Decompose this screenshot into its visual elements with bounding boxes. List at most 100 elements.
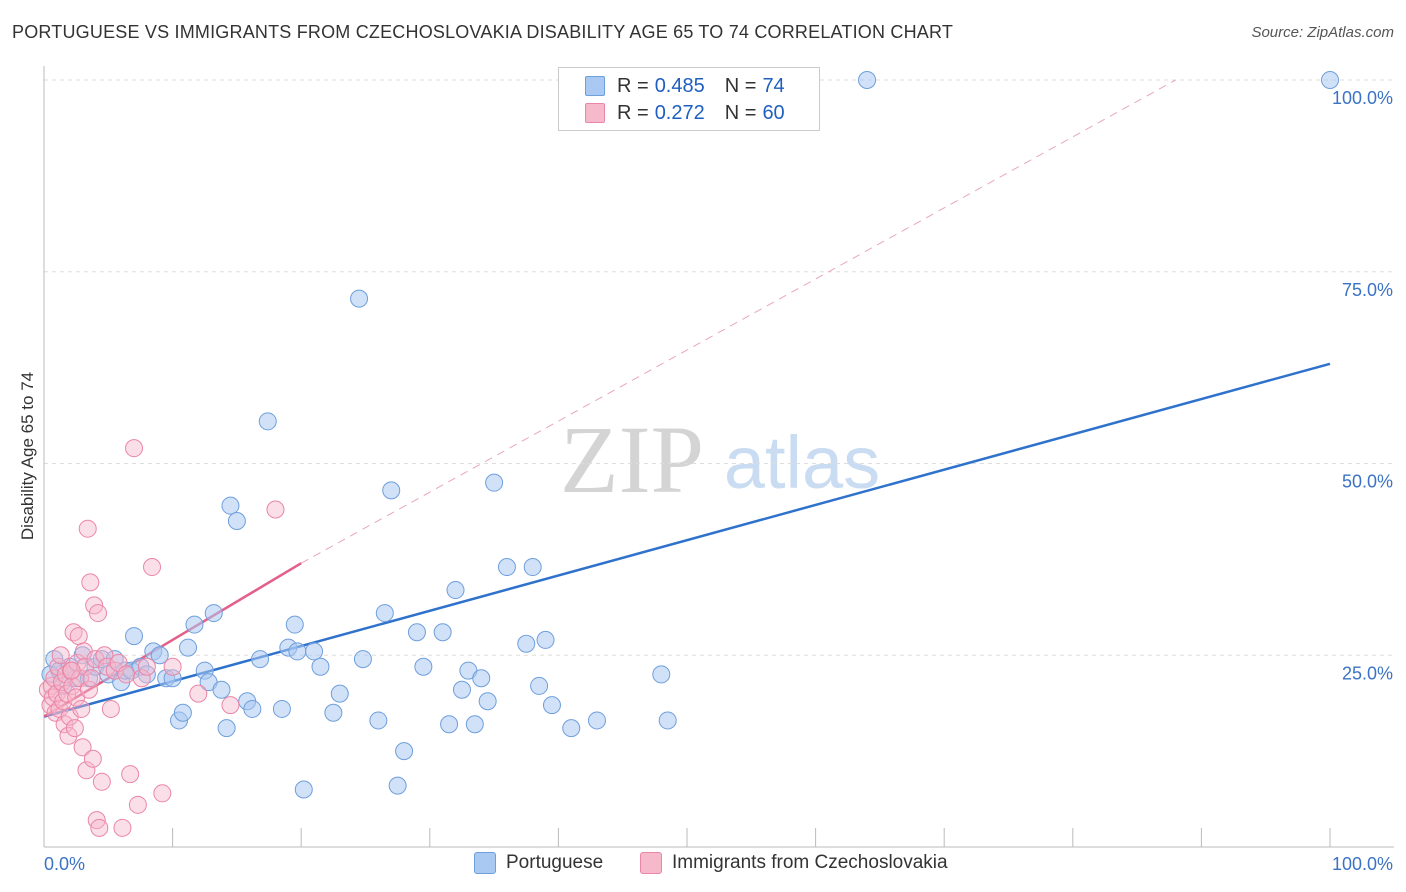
point-czechoslovakia bbox=[63, 676, 82, 695]
series-label: Portuguese bbox=[506, 852, 604, 873]
point-portuguese bbox=[217, 719, 236, 738]
legend-r-label: R = bbox=[617, 101, 649, 124]
watermark-atlas: atlas bbox=[724, 421, 880, 504]
trend-extension-czechoslovakia bbox=[300, 79, 1176, 564]
series-label: Immigrants from Czechoslovakia bbox=[672, 852, 948, 873]
legend-row-czechoslovakia: R = 0.272 N = 60 bbox=[585, 100, 785, 126]
point-portuguese bbox=[324, 703, 343, 722]
point-czechoslovakia bbox=[89, 604, 108, 623]
grid bbox=[44, 79, 1394, 656]
point-portuguese bbox=[523, 558, 542, 577]
legend-swatch-pink bbox=[585, 103, 605, 123]
trend-lines bbox=[43, 79, 1331, 718]
point-portuguese bbox=[212, 680, 231, 699]
point-czechoslovakia bbox=[69, 627, 88, 646]
point-czechoslovakia bbox=[137, 657, 156, 676]
point-portuguese bbox=[1321, 71, 1339, 89]
point-portuguese bbox=[517, 634, 536, 653]
point-portuguese bbox=[375, 604, 394, 623]
point-portuguese bbox=[530, 676, 549, 695]
point-czechoslovakia bbox=[82, 669, 101, 688]
point-portuguese bbox=[369, 711, 388, 730]
legend-r-value: 0.485 bbox=[654, 74, 705, 97]
legend-n-label: N = bbox=[724, 101, 757, 124]
y-tick-label: 25.0% bbox=[1342, 663, 1393, 683]
point-portuguese bbox=[150, 646, 169, 665]
series-legend-czechoslovakia: Immigrants from Czechoslovakia bbox=[640, 852, 948, 874]
series-legend-portuguese: Portuguese bbox=[474, 852, 603, 874]
watermark-zip: ZIP bbox=[560, 406, 704, 513]
point-portuguese bbox=[382, 481, 401, 500]
point-portuguese bbox=[485, 473, 504, 492]
legend-swatch-blue bbox=[585, 76, 605, 96]
point-portuguese bbox=[288, 642, 307, 661]
y-tick-label: 100.0% bbox=[1332, 88, 1393, 108]
point-portuguese bbox=[388, 776, 407, 795]
point-portuguese bbox=[227, 512, 246, 531]
x-tick-label: 0.0% bbox=[44, 854, 85, 874]
point-portuguese bbox=[185, 615, 204, 634]
y-tick-label: 50.0% bbox=[1342, 472, 1393, 492]
point-portuguese bbox=[350, 289, 369, 308]
point-portuguese bbox=[562, 719, 581, 738]
point-portuguese bbox=[465, 715, 484, 734]
point-czechoslovakia bbox=[83, 749, 102, 768]
point-czechoslovakia bbox=[65, 719, 84, 738]
series-swatch-blue bbox=[474, 852, 496, 874]
data-points bbox=[38, 71, 1339, 837]
point-czechoslovakia bbox=[189, 684, 208, 703]
point-czechoslovakia bbox=[78, 519, 97, 538]
x-tick-label: 100.0% bbox=[1332, 854, 1393, 874]
point-czechoslovakia bbox=[163, 657, 182, 676]
point-portuguese bbox=[433, 623, 452, 642]
point-czechoslovakia bbox=[101, 699, 120, 718]
series-legend: Portuguese Immigrants from Czechoslovaki… bbox=[0, 852, 1406, 876]
point-czechoslovakia bbox=[128, 795, 147, 814]
point-portuguese bbox=[478, 692, 497, 711]
point-czechoslovakia bbox=[121, 765, 140, 784]
point-portuguese bbox=[407, 623, 426, 642]
legend-r-value: 0.272 bbox=[654, 101, 705, 124]
legend-r-label: R = bbox=[617, 74, 649, 97]
point-portuguese bbox=[858, 71, 877, 89]
point-czechoslovakia bbox=[72, 699, 91, 718]
point-portuguese bbox=[258, 412, 277, 431]
point-portuguese bbox=[305, 642, 324, 661]
point-portuguese bbox=[221, 496, 240, 515]
axes bbox=[43, 66, 1394, 848]
point-czechoslovakia bbox=[153, 784, 172, 803]
point-portuguese bbox=[272, 699, 291, 718]
point-czechoslovakia bbox=[76, 657, 95, 676]
legend-n-label: N = bbox=[724, 74, 757, 97]
legend-n-value: 60 bbox=[762, 101, 785, 124]
point-czechoslovakia bbox=[90, 818, 109, 837]
point-portuguese bbox=[285, 615, 304, 634]
point-portuguese bbox=[497, 558, 516, 577]
point-czechoslovakia bbox=[117, 665, 136, 684]
point-portuguese bbox=[587, 711, 606, 730]
point-portuguese bbox=[125, 627, 144, 646]
point-portuguese bbox=[446, 581, 465, 600]
point-portuguese bbox=[330, 684, 349, 703]
point-czechoslovakia bbox=[266, 500, 285, 519]
point-portuguese bbox=[173, 703, 192, 722]
point-czechoslovakia bbox=[51, 646, 70, 665]
point-portuguese bbox=[542, 696, 561, 715]
legend-n-value: 74 bbox=[762, 74, 785, 97]
point-czechoslovakia bbox=[80, 680, 99, 699]
tick-labels: 25.0% 50.0% 75.0% 100.0% 0.0% 100.0% bbox=[44, 88, 1393, 874]
point-portuguese bbox=[536, 630, 555, 649]
point-portuguese bbox=[243, 699, 262, 718]
trend-line-czechoslovakia bbox=[43, 562, 302, 718]
y-tick-label: 75.0% bbox=[1342, 280, 1393, 300]
point-czechoslovakia bbox=[62, 661, 81, 680]
point-portuguese bbox=[179, 638, 198, 657]
point-portuguese bbox=[658, 711, 677, 730]
watermark: ZIP atlas bbox=[560, 406, 880, 513]
point-czechoslovakia bbox=[77, 761, 96, 780]
point-czechoslovakia bbox=[95, 646, 114, 665]
point-portuguese bbox=[204, 604, 223, 623]
point-czechoslovakia bbox=[59, 726, 78, 745]
chart-title: PORTUGUESE VS IMMIGRANTS FROM CZECHOSLOV… bbox=[12, 22, 954, 42]
point-portuguese bbox=[353, 650, 372, 669]
